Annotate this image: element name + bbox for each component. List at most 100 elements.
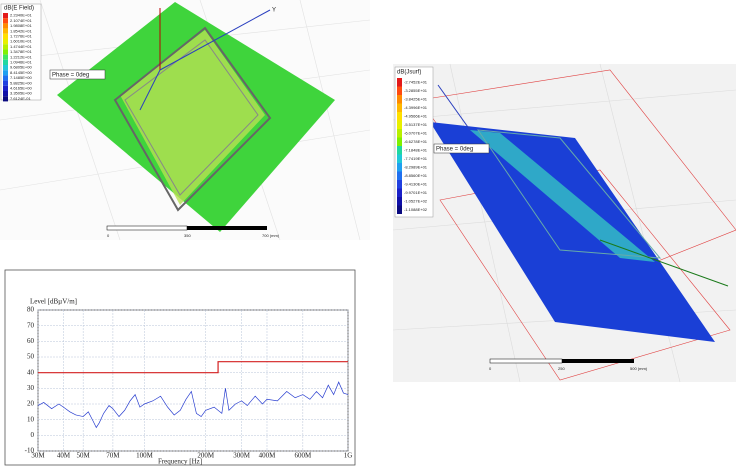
y-tick-label: 80 <box>27 306 35 314</box>
y-axis-title: Level [dBµV/m] <box>30 298 77 306</box>
y-tick-label: -10 <box>25 447 35 455</box>
legend-value: 7.6124E-01 <box>10 96 31 101</box>
scale-label: 0 <box>489 366 492 371</box>
legend-title: dB(E Field) <box>4 6 34 12</box>
x-tick-label: 50M <box>77 452 91 460</box>
legend-swatch <box>3 85 8 91</box>
phase-label: Phase = 0deg <box>52 73 89 79</box>
legend-value: -7.7419E+01 <box>404 156 428 161</box>
y-tick-label: 60 <box>27 337 35 345</box>
legend-swatch <box>397 163 402 172</box>
legend-value: -5.5137E+01 <box>404 122 428 127</box>
legend-value: 4.6165E+00 <box>10 85 32 90</box>
legend-swatch <box>397 171 402 180</box>
legend-value: 7.1485E+00 <box>10 75 32 80</box>
legend-value: -1.1088E+02 <box>404 207 428 212</box>
x-tick-label: 30M <box>31 452 45 460</box>
legend-value: 9.6805E+00 <box>10 65 32 70</box>
legend-swatch <box>397 197 402 206</box>
legend-swatch <box>397 78 402 87</box>
legend-swatch <box>397 188 402 197</box>
y-tick-label: 30 <box>27 384 35 392</box>
legend-swatch <box>397 129 402 138</box>
legend-swatch <box>3 49 8 55</box>
enclosure <box>476 129 662 259</box>
scale-label: 250 <box>558 366 565 371</box>
legend: -2.7452E+01 -3.2855E+01 -3.8425E+01 -4.3996… <box>397 78 428 214</box>
legend-value: 1.4744E+01 <box>10 44 32 49</box>
scale-label: 0 <box>107 233 110 238</box>
scale-bar-dark <box>562 359 634 363</box>
scale-bar-light <box>489 358 563 364</box>
legend-value: 2.2340E+01 <box>10 13 32 18</box>
scale-label: 350 <box>184 233 191 238</box>
series-line <box>38 361 348 374</box>
enclosure <box>113 26 272 212</box>
legend-swatch <box>3 39 8 45</box>
axis-y <box>159 9 271 71</box>
legend-swatch <box>3 80 8 86</box>
legend-value: -7.1848E+01 <box>404 147 428 152</box>
series-line <box>37 381 349 429</box>
legend-value: 2.1074E+01 <box>10 18 32 23</box>
legend-swatch <box>3 44 8 50</box>
legend-swatch <box>397 146 402 155</box>
axis-x <box>599 239 729 287</box>
legend-swatch <box>397 112 402 121</box>
y-tick-label: 0 <box>31 431 35 439</box>
legend-swatch <box>397 95 402 104</box>
legend-value: 8.4145E+00 <box>10 70 32 75</box>
field-panel: dB(E Field) 2.2340E+012.1074E+011.9808E+… <box>0 0 371 241</box>
x-tick-label: 200M <box>197 452 215 460</box>
y-tick-label: 50 <box>27 353 35 361</box>
legend-swatch <box>3 28 8 34</box>
legend-value: -6.6278E+01 <box>404 139 428 144</box>
legend-swatch <box>3 75 8 81</box>
legend-swatch <box>397 103 402 112</box>
y-tick-label: 70 <box>27 321 35 329</box>
legend-swatch <box>3 91 8 97</box>
legend-value: -2.7452E+01 <box>404 79 428 84</box>
legend-value: -3.2855E+01 <box>404 88 428 93</box>
axis-y <box>437 84 471 131</box>
y-tick-label: 20 <box>27 400 35 408</box>
legend-value: 1.8542E+01 <box>10 28 32 33</box>
legend-swatch <box>397 154 402 163</box>
current-hot <box>470 130 655 262</box>
scale-label: 500 (mm) <box>630 366 648 371</box>
x-tick-label: 70M <box>106 452 120 460</box>
legend-swatch <box>3 13 8 19</box>
legend-value: -6.0707E+01 <box>404 130 428 135</box>
phase-box <box>433 143 490 154</box>
legend-value: 3.3505E+00 <box>10 91 32 96</box>
legend-value: -9.9701E+01 <box>404 190 428 195</box>
legend-value: -4.3996E+01 <box>404 105 428 110</box>
legend-value: 1.0946E+01 <box>10 59 32 64</box>
current-plane <box>430 122 715 342</box>
legend-value: -8.8560E+01 <box>404 173 428 178</box>
x-tick-label: 300M <box>233 452 251 460</box>
axis-x <box>139 69 161 111</box>
legend-swatch <box>3 59 8 65</box>
legend-value: -3.8425E+01 <box>404 96 428 101</box>
legend-swatch <box>397 180 402 189</box>
scale-bar-light <box>106 225 188 231</box>
legend-value: 1.3478E+01 <box>10 49 32 54</box>
legend-swatch <box>3 54 8 60</box>
legend-value: 1.9808E+01 <box>10 23 32 28</box>
legend-swatch <box>3 65 8 71</box>
x-tick-label: 1G <box>344 452 353 460</box>
legend-swatch <box>397 120 402 129</box>
axis-label: Y <box>272 8 276 14</box>
x-tick-label: 40M <box>57 452 71 460</box>
legend-swatch <box>3 18 8 24</box>
y-tick-label: 40 <box>27 368 35 376</box>
legend-value: -1.0527E+02 <box>404 198 428 203</box>
x-tick-label: 400M <box>259 452 277 460</box>
legend-swatch <box>3 23 8 29</box>
legend-swatch <box>3 33 8 39</box>
legend-value: 1.7276E+01 <box>10 33 32 38</box>
legend-value: -8.2989E+01 <box>404 164 428 169</box>
